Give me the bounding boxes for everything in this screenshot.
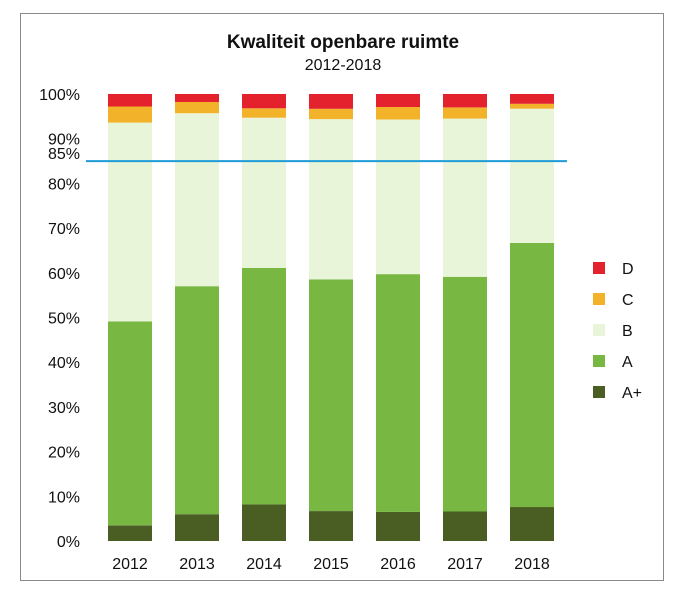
bar-2017-c (443, 107, 487, 119)
x-tick-label: 2016 (380, 556, 416, 573)
reference-line-label: 85% (48, 146, 80, 163)
bar-2017-a (443, 276, 487, 512)
x-tick-label: 2012 (112, 556, 148, 573)
bar-2018-c (510, 103, 554, 109)
x-tick-label: 2017 (447, 556, 483, 573)
y-tick-label: 90% (48, 132, 80, 149)
bar-2013-d (175, 94, 219, 102)
legend-label: C (622, 292, 634, 309)
chart-subtitle: 2012-2018 (305, 57, 382, 74)
y-tick-label: 30% (48, 400, 80, 417)
bar-2018-b (510, 108, 554, 243)
bar-2018-a (510, 242, 554, 508)
y-tick-label: 0% (57, 534, 80, 551)
bar-2014-c (242, 108, 286, 118)
bars-group (108, 94, 554, 541)
bar-2017-aplus (443, 511, 487, 541)
bar-2013-a (175, 286, 219, 515)
legend-label: D (622, 261, 634, 278)
bar-2016-b (376, 119, 420, 275)
y-tick-label: 100% (39, 87, 80, 104)
bar-2018-aplus (510, 507, 554, 541)
bar-2014-d (242, 94, 286, 109)
y-tick-label: 70% (48, 221, 80, 238)
bar-2014-aplus (242, 504, 286, 541)
y-tick-label: 50% (48, 311, 80, 328)
bar-2015-a (309, 279, 353, 511)
bar-2012-d (108, 94, 152, 107)
bar-2014-b (242, 117, 286, 268)
bar-2012-a (108, 321, 152, 526)
bar-2016-aplus (376, 511, 420, 541)
y-tick-label: 40% (48, 355, 80, 372)
legend-swatch-d (593, 262, 605, 274)
x-tick-label: 2014 (246, 556, 282, 573)
bar-2013-b (175, 113, 219, 287)
bar-2012-c (108, 106, 152, 123)
bar-2017-d (443, 94, 487, 108)
bar-2015-b (309, 119, 353, 280)
y-tick-label: 20% (48, 445, 80, 462)
x-tick-label: 2015 (313, 556, 349, 573)
bar-2015-aplus (309, 511, 353, 541)
x-tick-label: 2018 (514, 556, 550, 573)
x-axis-ticks: 2012 2013 2014 2015 2016 2017 2018 (112, 556, 550, 573)
bar-2014-a (242, 267, 286, 505)
bar-2016-a (376, 274, 420, 512)
legend-swatch-a (593, 355, 605, 367)
bar-2017-b (443, 118, 487, 277)
chart-title: Kwaliteit openbare ruimte (227, 32, 459, 53)
bar-2015-d (309, 94, 353, 109)
bar-2016-c (376, 107, 420, 120)
bar-2012-aplus (108, 525, 152, 541)
bar-2018-d (510, 94, 554, 104)
bar-2013-aplus (175, 514, 219, 541)
y-tick-label: 10% (48, 489, 80, 506)
y-axis-ticks: 0% 10% 20% 30% 40% 50% 60% 70% 80% 90% 100% (39, 87, 80, 551)
bar-2015-c (309, 108, 353, 120)
y-tick-label: 80% (48, 176, 80, 193)
x-tick-label: 2013 (179, 556, 215, 573)
bar-2013-c (175, 102, 219, 114)
legend-label: B (622, 323, 633, 340)
legend-swatch-c (593, 293, 605, 305)
legend-swatch-b (593, 324, 605, 336)
bar-2016-d (376, 94, 420, 107)
legend-label: A+ (622, 385, 642, 402)
legend-label: A (622, 354, 633, 371)
y-tick-label: 60% (48, 266, 80, 283)
bar-2012-b (108, 122, 152, 322)
legend-swatch-aplus (593, 386, 605, 398)
